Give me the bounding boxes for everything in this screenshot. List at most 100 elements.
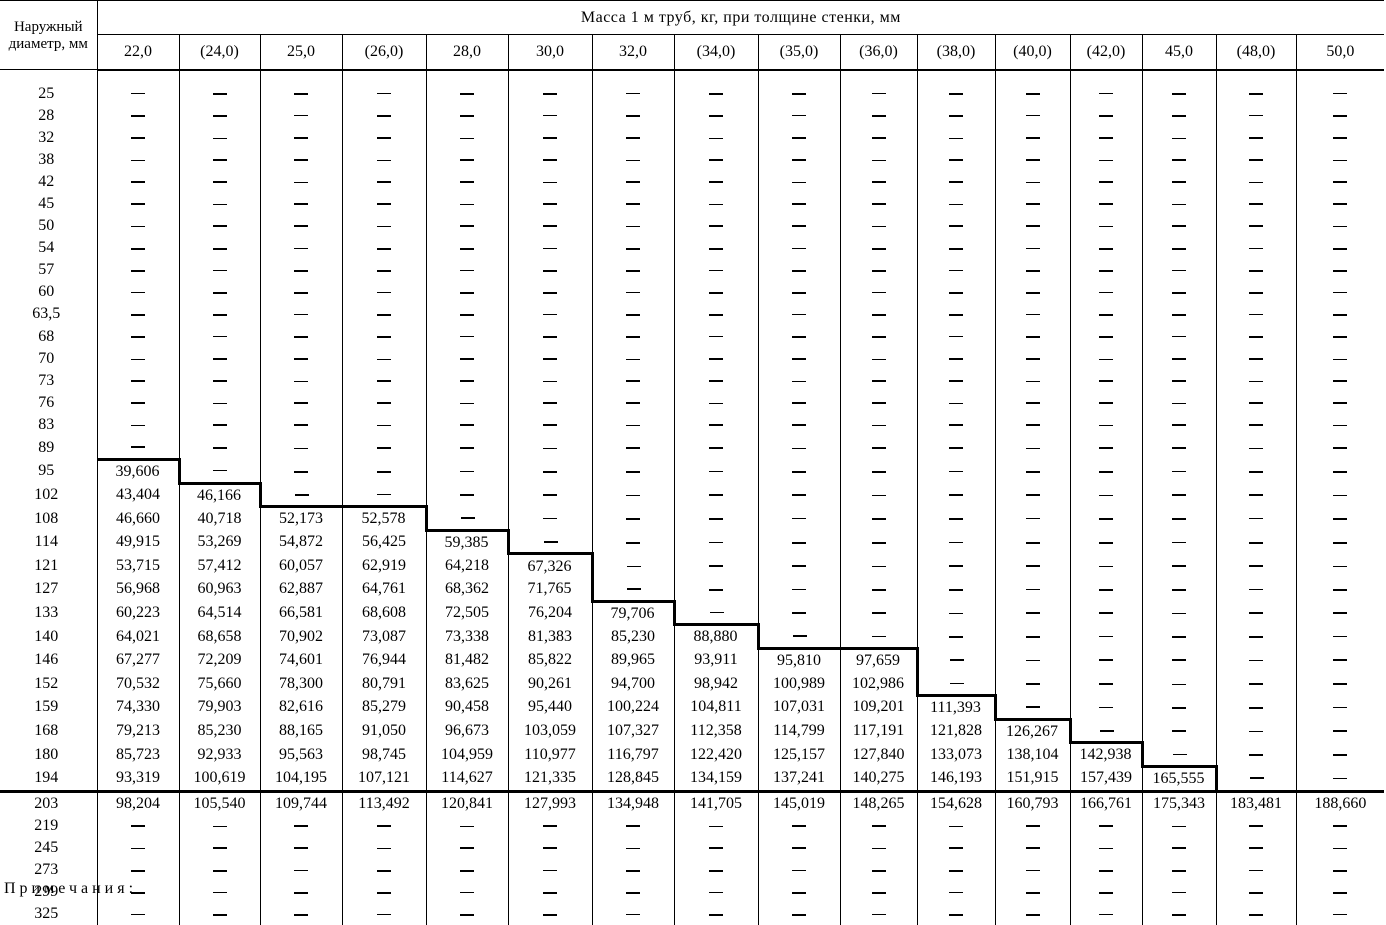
empty-value-cell: [426, 193, 508, 215]
mass-value-cell: 121,828: [917, 719, 995, 743]
empty-value-cell: [1216, 83, 1296, 105]
dash-mark: [950, 683, 964, 684]
mass-value-cell: 126,267: [995, 719, 1070, 743]
dash-mark: [1249, 914, 1263, 916]
empty-value-cell: [995, 193, 1070, 215]
mass-value-cell: 60,223: [97, 601, 179, 625]
empty-value-cell: [592, 237, 674, 259]
empty-value-cell: [1296, 601, 1384, 625]
empty-value-cell: [917, 105, 995, 127]
dash-mark: [1249, 518, 1263, 519]
empty-value-cell: [179, 392, 260, 414]
dash-mark: [131, 270, 145, 272]
table-spacer-row: [0, 70, 1384, 83]
dash-mark: [792, 159, 806, 161]
mass-value-cell: 94,700: [592, 672, 674, 696]
dash-mark: [543, 314, 557, 315]
dash-mark: [377, 825, 391, 827]
mass-value-cell: 79,213: [97, 719, 179, 743]
mass-value-cell: 183,481: [1216, 791, 1296, 815]
mass-value-cell: 70,532: [97, 672, 179, 696]
dash-mark: [872, 518, 886, 520]
empty-value-cell: [758, 815, 840, 837]
empty-value-cell: [260, 881, 342, 903]
empty-value-cell: [758, 259, 840, 281]
dash-mark: [1333, 292, 1347, 293]
dash-mark: [460, 204, 474, 205]
empty-value-cell: [1070, 237, 1142, 259]
dash-mark: [1249, 892, 1263, 894]
dash-mark: [1249, 358, 1263, 360]
empty-value-cell: [840, 83, 917, 105]
dash-mark: [792, 248, 806, 249]
dash-mark: [709, 314, 723, 316]
empty-value-cell: [1070, 105, 1142, 127]
empty-value-cell: [260, 171, 342, 193]
dash-mark: [1026, 225, 1040, 227]
empty-value-cell: [1216, 281, 1296, 303]
mass-value-cell: 80,791: [342, 672, 426, 696]
mass-value-cell: 81,383: [508, 625, 592, 649]
empty-value-cell: [426, 507, 508, 531]
dash-mark: [949, 270, 963, 271]
dash-mark: [460, 358, 474, 360]
mass-value-cell: 160,793: [995, 791, 1070, 815]
dash-mark: [543, 115, 557, 116]
dash-mark: [1333, 589, 1347, 591]
dash-mark: [377, 160, 391, 161]
dash-mark: [294, 225, 308, 227]
empty-value-cell: [508, 837, 592, 859]
dash-mark: [213, 447, 227, 449]
dash-mark: [872, 612, 886, 614]
empty-value-cell: [995, 303, 1070, 325]
empty-value-cell: [342, 348, 426, 370]
empty-value-cell: [426, 348, 508, 370]
dash-mark: [626, 270, 640, 272]
empty-value-cell: [758, 530, 840, 554]
empty-value-cell: [1142, 743, 1216, 767]
empty-value-cell: [342, 859, 426, 881]
dash-mark: [294, 314, 308, 315]
dash-mark: [1172, 914, 1186, 916]
empty-value-cell: [840, 348, 917, 370]
empty-value-cell: [1296, 392, 1384, 414]
dash-mark: [213, 314, 227, 316]
dash-mark: [949, 292, 963, 294]
dash-mark: [1172, 494, 1186, 496]
dash-mark: [1172, 204, 1186, 205]
dash-mark: [1249, 731, 1263, 732]
empty-value-cell: [995, 625, 1070, 649]
empty-value-cell: [1296, 859, 1384, 881]
empty-value-cell: [260, 859, 342, 881]
mass-value-cell: 66,581: [260, 601, 342, 625]
mass-value-cell: 166,761: [1070, 791, 1142, 815]
dash-mark: [1333, 270, 1347, 272]
dash-mark: [626, 336, 640, 338]
mass-value-cell: 46,166: [179, 483, 260, 507]
empty-value-cell: [1070, 648, 1142, 672]
mass-value-cell: 59,385: [426, 530, 508, 554]
empty-value-cell: [995, 601, 1070, 625]
mass-value-cell: 104,811: [674, 696, 758, 720]
dash-mark: [213, 892, 227, 893]
empty-value-cell: [1216, 414, 1296, 436]
outer-diameter-cell: 89: [0, 436, 97, 460]
dash-mark: [709, 115, 723, 117]
dash-mark: [792, 225, 806, 227]
empty-value-cell: [1296, 348, 1384, 370]
dash-mark: [294, 159, 308, 161]
empty-value-cell: [342, 259, 426, 281]
dash-mark: [792, 358, 806, 360]
outer-diameter-cell: 127: [0, 578, 97, 602]
empty-value-cell: [1070, 193, 1142, 215]
empty-value-cell: [508, 83, 592, 105]
dash-mark: [872, 447, 886, 449]
empty-value-cell: [508, 530, 592, 554]
dash-mark: [460, 870, 474, 872]
dash-mark: [213, 159, 227, 161]
dash-mark: [1172, 518, 1186, 520]
empty-value-cell: [1070, 370, 1142, 392]
empty-value-cell: [97, 193, 179, 215]
empty-value-cell: [1216, 815, 1296, 837]
empty-value-cell: [179, 215, 260, 237]
